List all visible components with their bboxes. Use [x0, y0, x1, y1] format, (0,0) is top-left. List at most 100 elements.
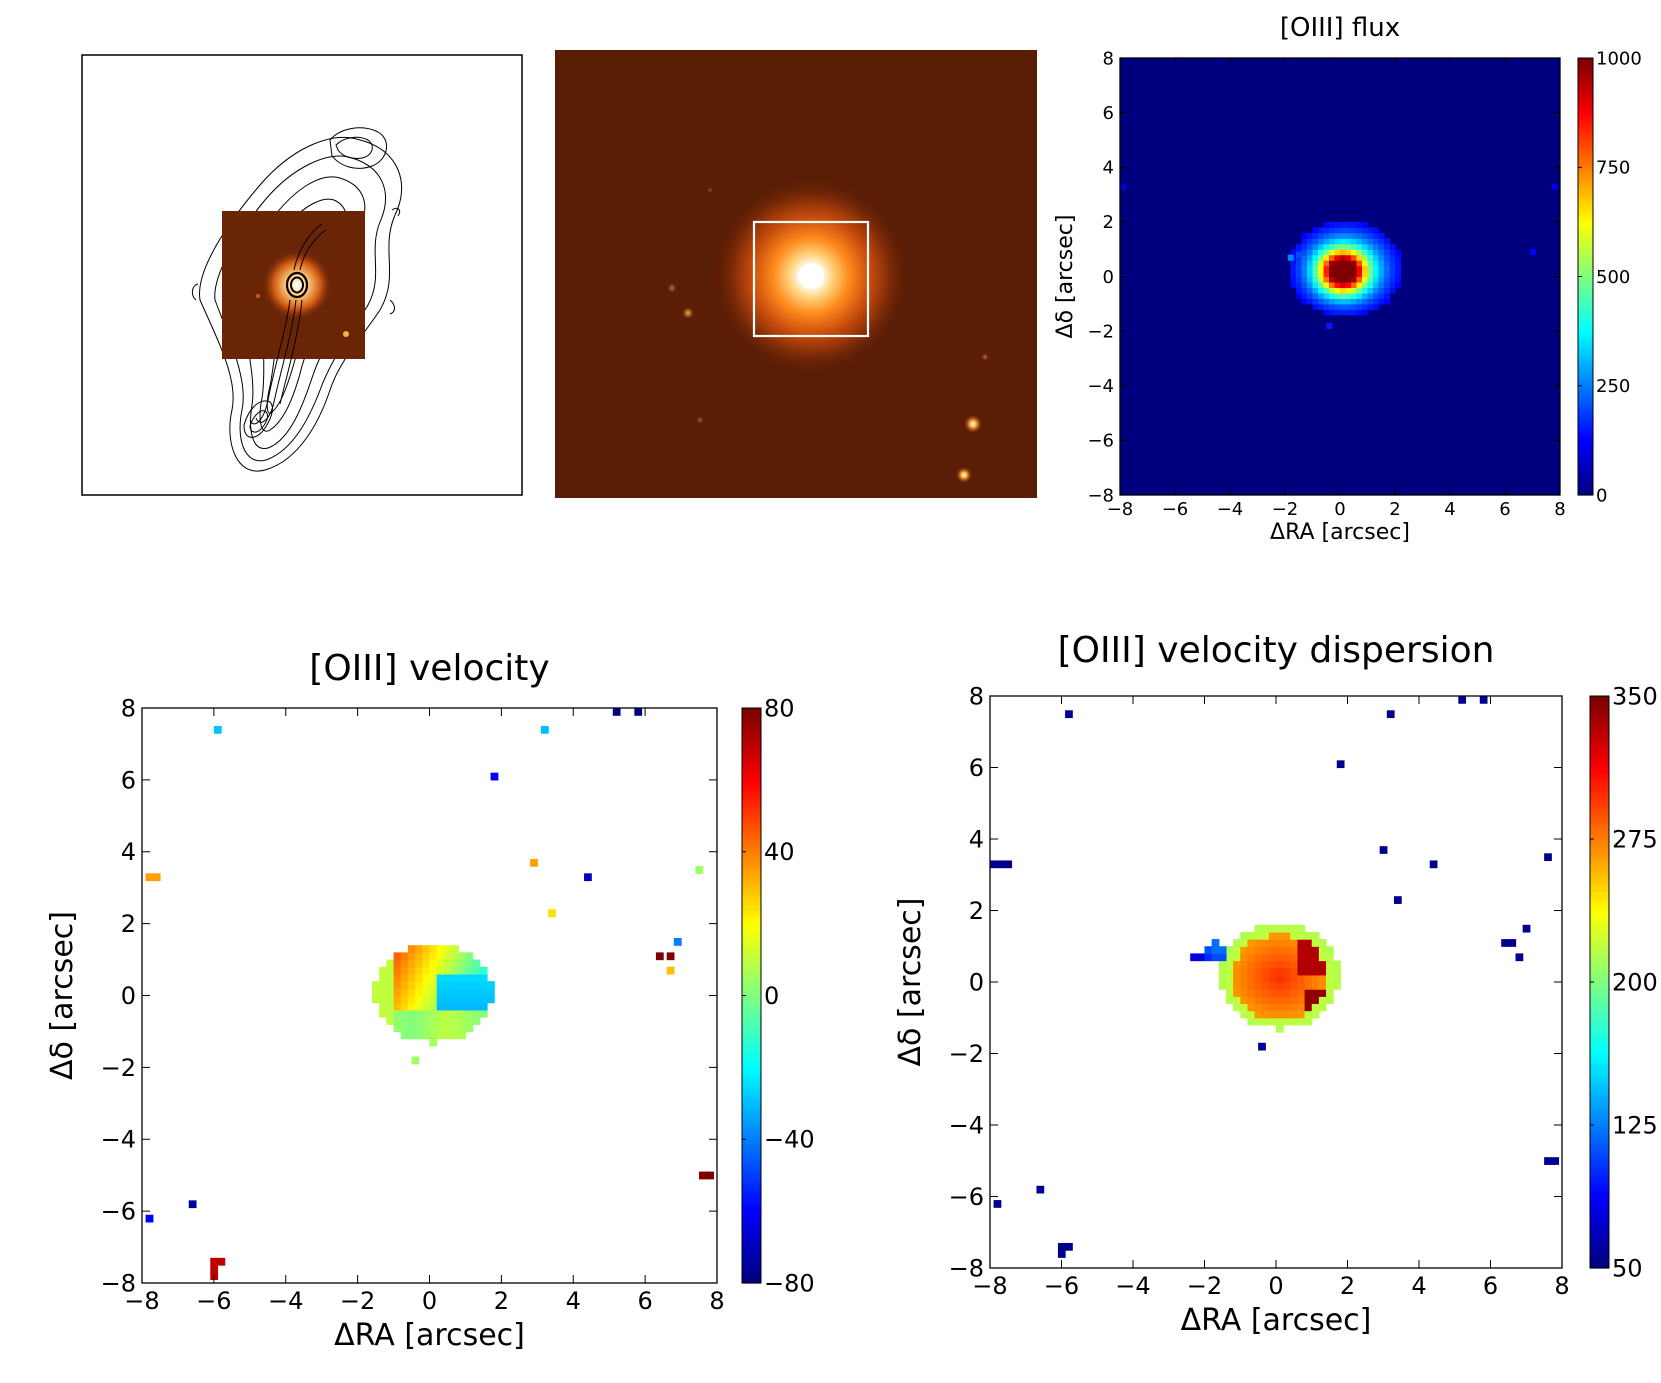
map-pixel [1304, 1010, 1313, 1019]
colorbar-segment [1578, 276, 1593, 281]
map-pixel [1268, 989, 1277, 997]
colorbar-segment [1578, 229, 1593, 234]
map-pixel [422, 988, 431, 997]
colorbar-segment [742, 1129, 761, 1136]
map-pixel [1333, 982, 1341, 990]
map-pixel [1384, 287, 1391, 294]
colorbar-segment [1590, 929, 1609, 935]
map-pixel [1307, 287, 1314, 294]
map-pixel [1312, 303, 1319, 310]
map-pixel [1297, 1010, 1306, 1019]
map-pixel [1311, 989, 1320, 997]
map-pixel [436, 973, 445, 982]
map-pixel [1356, 232, 1363, 239]
map-pixel [422, 952, 431, 961]
colorbar-segment [1590, 891, 1609, 897]
colorbar-segment [1590, 1034, 1609, 1040]
colorbar-segment [742, 1072, 761, 1078]
map-pixel [1373, 298, 1380, 305]
y-tick-label: 6 [1103, 103, 1114, 124]
map-pixel [699, 1171, 707, 1180]
map-pixel [1268, 1010, 1277, 1019]
map-pixel [443, 1024, 452, 1033]
x-tick-label: 8 [1554, 499, 1565, 520]
colorbar-segment [1578, 243, 1593, 248]
colorbar: −80 −40 0 40 80 [741, 694, 815, 1297]
map-pixel [429, 959, 438, 968]
field-star [956, 467, 972, 483]
map-pixel [1367, 265, 1374, 272]
map-pixel [1276, 967, 1284, 976]
map-pixel [1301, 281, 1308, 289]
colorbar-segment [1578, 447, 1593, 452]
x-tick-label: 4 [1411, 1272, 1426, 1300]
map-pixel [1304, 1017, 1313, 1026]
map-pixel [1312, 271, 1319, 278]
map-pixel [1373, 281, 1380, 289]
colorbar-segment [1578, 484, 1593, 489]
map-pixel [1384, 265, 1391, 272]
map-pixel [1268, 967, 1277, 976]
map-pixel [1290, 249, 1297, 256]
map-pixel [436, 1024, 445, 1033]
colorbar-segment [1590, 1039, 1609, 1045]
colorbar-segment [1590, 1177, 1609, 1183]
map-pixel [422, 959, 431, 968]
colorbar-segment [1578, 283, 1593, 289]
colorbar-segment [1590, 877, 1609, 883]
map-pixel [415, 1024, 423, 1033]
colorbar-segment [1590, 839, 1609, 845]
x-tick-label: −6 [1162, 499, 1189, 520]
colorbar-segment [1578, 436, 1593, 441]
colorbar-segment [742, 717, 761, 723]
map-pixel [1218, 974, 1227, 983]
map-pixel [1345, 292, 1352, 299]
map-pixel [1261, 1010, 1270, 1019]
map-pixel [1240, 1003, 1248, 1012]
map-pixel [1290, 1017, 1299, 1026]
colorbar-tick-label: 200 [1612, 968, 1658, 996]
map-pixel [1351, 238, 1358, 245]
colorbar-segment [1590, 1215, 1609, 1221]
flux-map-panel: −8 −6 −4 −2 0 2 4 6 8 −8 −6 −4 −2 0 2 4 6 8 [OIII] flux ΔRA… [1053, 13, 1642, 545]
map-pixel [1356, 298, 1363, 305]
colorbar-segment [742, 1191, 761, 1198]
map-pixel [1261, 931, 1270, 940]
map-pixel [1429, 860, 1438, 869]
map-pixel [1334, 249, 1341, 256]
colorbar-segment [742, 890, 761, 896]
map-pixel [1261, 982, 1270, 990]
map-pixel [415, 1002, 423, 1011]
map-pixel [1323, 281, 1330, 289]
colorbar-segment [1590, 1129, 1609, 1136]
x-tick-label: −2 [1187, 1272, 1222, 1300]
map-pixel [443, 1017, 452, 1025]
colorbar-segment [1590, 1139, 1609, 1145]
colorbar-segment [742, 966, 761, 973]
map-pixel [436, 1031, 445, 1040]
colorbar-segment [1578, 331, 1593, 336]
map-pixel [1340, 287, 1347, 294]
map-pixel [1276, 931, 1284, 940]
colorbar-segment [742, 981, 761, 987]
colorbar-segment [1578, 101, 1593, 106]
map-pixel [379, 988, 387, 997]
colorbar-segment [1590, 805, 1609, 811]
colorbar-segment [1578, 342, 1593, 347]
map-pixel [393, 966, 402, 975]
map-pixel [1329, 298, 1336, 305]
map-pixel [1304, 974, 1313, 983]
colorbar-segment [1590, 834, 1609, 840]
map-pixel [1233, 974, 1241, 983]
y-axis-label: Δδ [arcsec] [893, 898, 928, 1067]
map-pixel [1247, 953, 1256, 962]
map-pixel [1233, 946, 1241, 954]
colorbar-segment [1590, 1072, 1609, 1078]
map-pixel [1290, 281, 1297, 289]
map-pixel [530, 858, 538, 867]
map-pixel [443, 952, 452, 961]
colorbar-segment [1578, 374, 1593, 380]
map-pixel [1307, 281, 1314, 289]
colorbar-segment [742, 1163, 761, 1169]
colorbar-segment [1578, 422, 1593, 427]
